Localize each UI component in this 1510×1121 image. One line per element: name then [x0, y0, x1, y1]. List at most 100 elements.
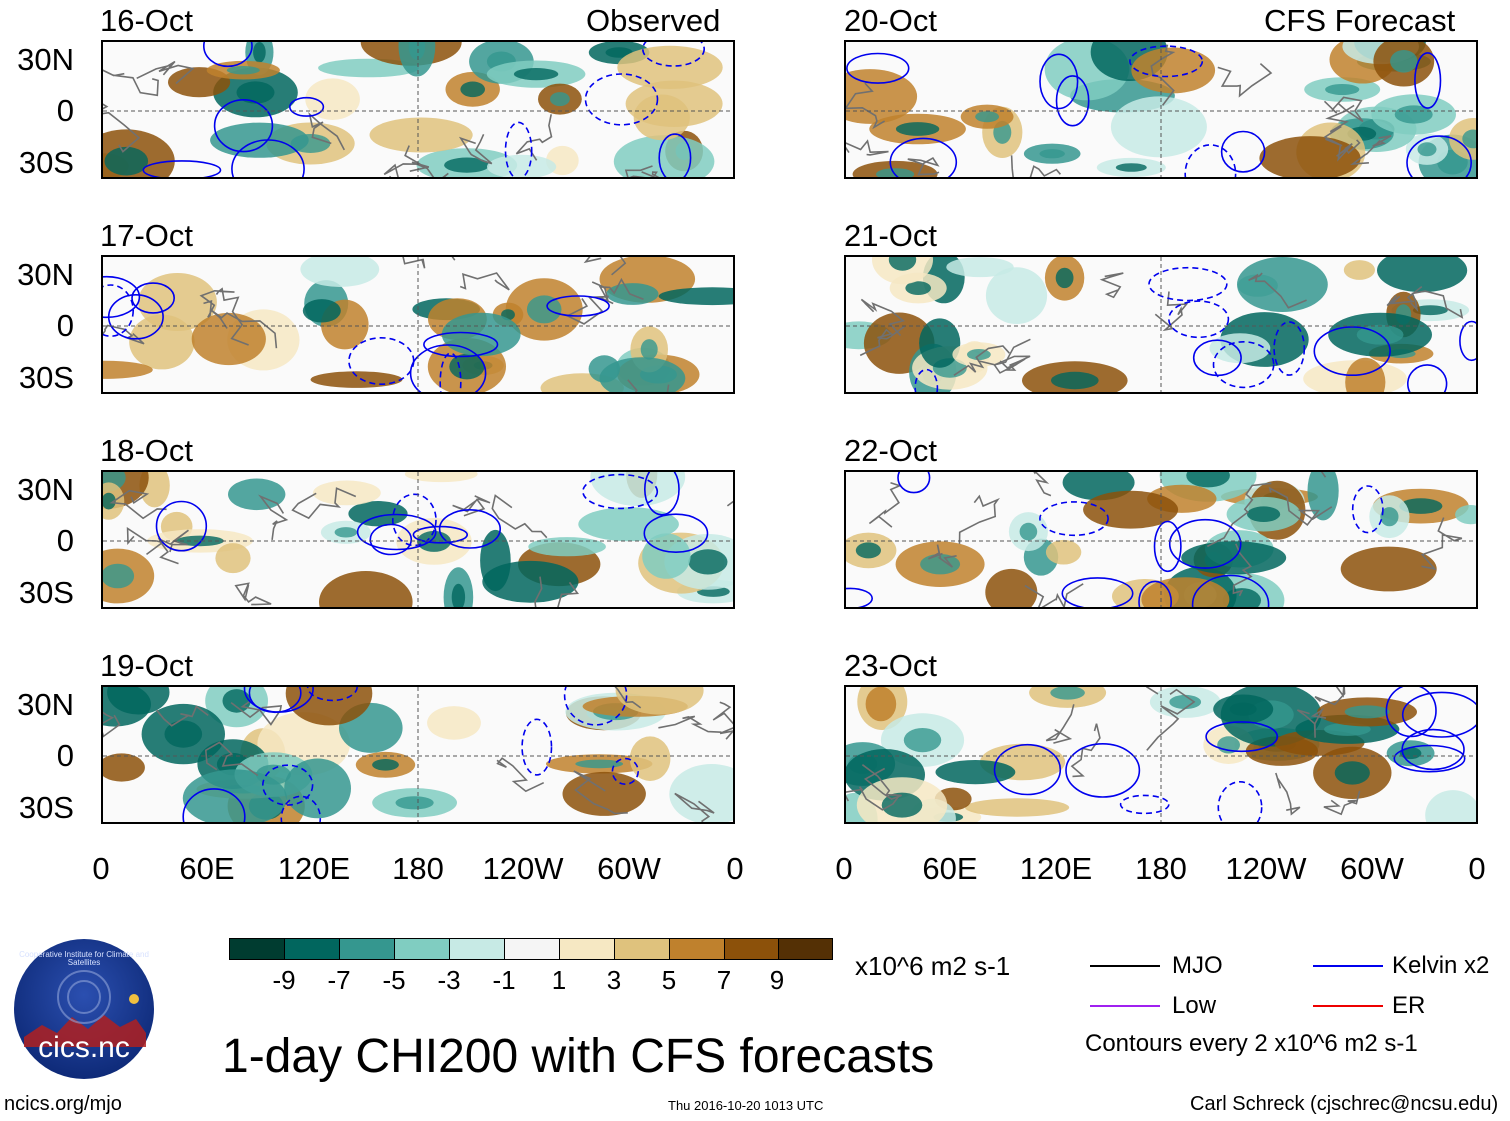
kelvin-contour: [1212, 341, 1275, 389]
colorbar-cell: [504, 938, 560, 960]
anomaly-shading: [1343, 260, 1375, 280]
kelvin-contour: [262, 764, 314, 806]
colorbar-label: 9: [769, 965, 785, 995]
anomaly-shading: [606, 283, 659, 305]
kelvin-contour: [439, 352, 462, 392]
anomaly-shading: [404, 472, 478, 483]
legend-swatch-kelvin: [1313, 965, 1383, 967]
kelvin-contour: [438, 509, 502, 549]
colorbar-label: 5: [661, 965, 677, 995]
anomaly-shading: [629, 736, 671, 781]
coastline: [1146, 688, 1196, 751]
coastline: [258, 494, 289, 541]
anomaly-shading: [1425, 790, 1476, 822]
kelvin-contour: [155, 500, 208, 552]
kelvin-contour: [248, 687, 302, 714]
anomaly-core: [226, 66, 260, 75]
coastline: [1248, 272, 1307, 309]
coastline: [1010, 155, 1062, 177]
lon-label: 60W: [597, 851, 661, 886]
coastline: [1206, 482, 1272, 548]
anomaly-core: [526, 295, 562, 324]
coastline: [1323, 790, 1361, 816]
coastline: [1232, 543, 1253, 597]
anomaly-shading: [107, 687, 170, 715]
kelvin-contour: [412, 525, 468, 544]
page-title: 1-day CHI200 with CFS forecasts: [222, 1030, 935, 1083]
anomaly-shading: [865, 687, 897, 722]
anomaly-core: [550, 92, 570, 107]
logo-text: cics.nc: [38, 1031, 130, 1064]
coastline: [1323, 104, 1355, 147]
anomaly-shading: [965, 798, 1070, 817]
coastline: [409, 161, 449, 177]
kelvin-contour: [914, 368, 939, 392]
kelvin-contour: [142, 160, 222, 177]
colorbar-cell: [394, 938, 450, 960]
anomaly-core: [1050, 687, 1085, 700]
map-field: [103, 472, 733, 607]
kelvin-contour: [1148, 266, 1228, 302]
kelvin-contour: [897, 472, 931, 494]
kelvin-contour: [1129, 45, 1204, 78]
colorbar-label: -5: [382, 965, 406, 995]
lon-label: 120W: [482, 851, 564, 886]
colorbar-cell: [778, 938, 833, 960]
anomaly-shading: [103, 753, 145, 782]
kelvin-contour: [846, 587, 873, 607]
map-field: [846, 42, 1476, 177]
lon-label: 180: [392, 851, 444, 886]
coastline: [641, 171, 660, 177]
anomaly-core: [1247, 506, 1281, 522]
legend-swatch-er: [1313, 1005, 1383, 1007]
kelvin-contour: [521, 718, 553, 776]
legend-label-mjo: MJO: [1172, 952, 1223, 979]
kelvin-contour: [103, 284, 134, 337]
kelvin-contour: [1065, 743, 1141, 798]
coastline: [624, 165, 653, 177]
anomaly-shading: [302, 299, 341, 323]
colorbar-label: -7: [327, 965, 351, 995]
coastline: [1268, 486, 1333, 527]
anomaly-core: [444, 157, 490, 173]
kelvin-contour: [889, 137, 958, 177]
colorbar-cell: [229, 938, 285, 960]
coastline: [291, 487, 357, 520]
coastline: [928, 544, 957, 568]
coastline: [1323, 96, 1364, 123]
lon-label: 120W: [1225, 851, 1307, 886]
coastline: [204, 741, 259, 777]
coastline: [1217, 63, 1273, 98]
map-panel: [844, 255, 1478, 394]
anomaly-core: [408, 42, 426, 60]
coastline: [1070, 723, 1101, 778]
colorbar-label: 3: [606, 965, 622, 995]
kelvin-contour: [103, 275, 141, 319]
coastline: [1045, 704, 1075, 744]
anomaly-core: [1229, 702, 1257, 716]
lon-label: 60E: [179, 851, 235, 886]
kelvin-contour: [1406, 135, 1472, 177]
anomaly-core: [104, 146, 149, 176]
coastline: [109, 489, 167, 520]
kelvin-contour: [1138, 580, 1172, 607]
kelvin-contour: [611, 757, 639, 785]
anomaly-shading: [1259, 136, 1361, 177]
anomaly-shading: [669, 764, 733, 822]
kelvin-contour: [213, 98, 274, 153]
anomaly-core: [395, 796, 434, 810]
anomaly-shading: [487, 154, 557, 177]
lat-label: 30N: [17, 472, 74, 507]
lat-label: 0: [56, 738, 74, 773]
coastline: [491, 494, 548, 539]
anomaly-shading: [138, 273, 217, 331]
kelvin-contour: [107, 293, 164, 340]
anomaly-core: [575, 759, 624, 769]
coastline: [1024, 583, 1084, 607]
coastline: [1099, 272, 1124, 299]
coastline: [565, 295, 614, 325]
anomaly-core: [1344, 705, 1390, 719]
anomaly-shading: [1045, 539, 1082, 565]
coastline: [199, 289, 235, 318]
lat-label: 30N: [17, 687, 74, 722]
